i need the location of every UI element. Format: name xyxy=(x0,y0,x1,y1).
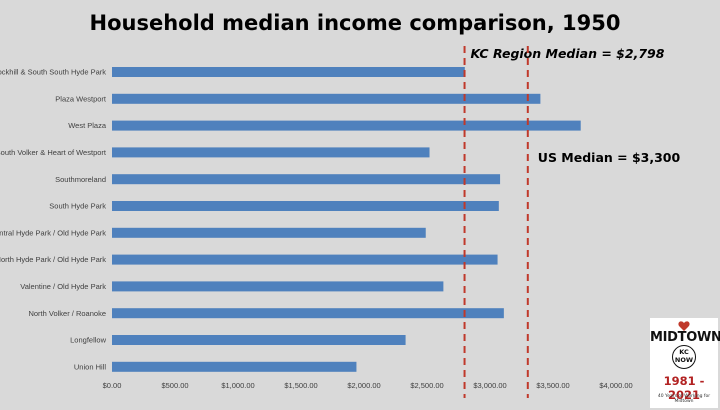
category-label: Central Hyde Park / Old Hyde Park xyxy=(0,228,106,237)
logo-sub-now: NOW xyxy=(674,356,694,364)
category-label: Southmoreland xyxy=(55,175,106,184)
category-label: West Plaza xyxy=(68,121,107,130)
category-label: North Hyde Park / Old Hyde Park xyxy=(0,255,106,264)
bar-11 xyxy=(112,361,357,372)
x-tick-labels: $0.00 $500.00 $1,000.00 $1,500.00 $2,000.00 $… xyxy=(103,381,633,390)
category-label: Plaza Westport xyxy=(55,94,107,103)
bar-9 xyxy=(112,308,504,319)
logo-circle xyxy=(672,345,696,369)
chart-title: Household median income comparison, 1950 xyxy=(90,11,621,35)
x-tick-label: $500.00 xyxy=(161,381,188,390)
bar-0 xyxy=(112,67,465,77)
category-label: Longfellow xyxy=(70,336,106,345)
reference-lines: KC Region Median = $2,798 US Median = $3,… xyxy=(463,46,681,398)
x-tick-label: $4,000.00 xyxy=(599,381,632,390)
bar-1 xyxy=(112,93,541,104)
x-tick-label: $3,000.00 xyxy=(473,381,506,390)
x-tick-label: $1,000.00 xyxy=(221,381,254,390)
x-tick-label: $0.00 xyxy=(103,381,122,390)
logo-brand: MIDTOWN xyxy=(650,330,720,345)
logo-sub-kc: KC xyxy=(679,348,689,356)
bar-4 xyxy=(112,174,501,185)
x-tick-label: $2,000.00 xyxy=(347,381,380,390)
category-label: Union Hill xyxy=(74,362,106,371)
bar-7 xyxy=(112,254,498,265)
reference-line-label-1: US Median = $3,300 xyxy=(538,150,681,165)
logo-badge: KC NOW xyxy=(650,345,718,369)
x-tick-label: $2,500.00 xyxy=(410,381,443,390)
category-labels: Rockhill & South South Hyde Park Plaza We… xyxy=(0,68,107,372)
bar-2 xyxy=(112,120,581,131)
category-label: Rockhill & South South Hyde Park xyxy=(0,68,106,77)
category-label: Valentine / Old Hyde Park xyxy=(20,282,106,291)
bar-6 xyxy=(112,227,426,238)
category-label: South Hyde Park xyxy=(49,202,106,211)
logo-years: 1981 - 2021 xyxy=(663,374,705,402)
bar-5 xyxy=(112,201,499,211)
midtown-kc-now-logo: MIDTOWN KC NOW 1981 - 2021 40 Years of W… xyxy=(650,318,720,408)
x-tick-label: $3,500.00 xyxy=(536,381,569,390)
reference-line-label-0: KC Region Median = $2,798 xyxy=(471,46,665,61)
heart-icon xyxy=(678,321,690,331)
bar-3 xyxy=(112,147,430,158)
bar-8 xyxy=(112,281,444,292)
category-label: South Volker & Heart of Westport xyxy=(0,148,107,157)
x-tick-label: $1,500.00 xyxy=(284,381,317,390)
logo-tagline: 40 Years of Working for Midtown xyxy=(657,394,711,404)
category-label: North Volker / Roanoke xyxy=(28,309,106,318)
bar-10 xyxy=(112,335,406,345)
bars-group xyxy=(112,67,581,372)
